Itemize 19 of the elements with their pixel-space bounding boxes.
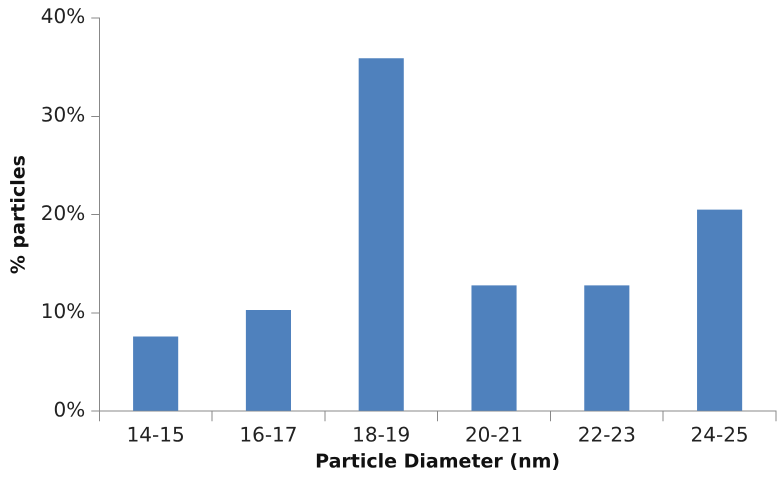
bar — [471, 285, 517, 411]
bar — [358, 58, 404, 411]
x-tick-label: 24-25 — [690, 422, 749, 446]
bar — [133, 336, 178, 411]
x-axis-title: Particle Diameter (nm) — [315, 450, 560, 473]
y-tick-label: 30% — [40, 102, 86, 127]
x-tick-label: 22-23 — [578, 422, 636, 446]
y-axis-title: % particles — [7, 155, 30, 274]
bar — [697, 210, 742, 411]
x-tick-label: 14-15 — [126, 422, 185, 446]
y-tick-label: 10% — [40, 299, 86, 324]
x-tick-label: 20-21 — [464, 422, 524, 446]
y-tick-label: 40% — [40, 4, 86, 28]
y-tick-label: 20% — [40, 200, 86, 225]
y-tick-label: 0% — [54, 397, 86, 422]
bar — [246, 310, 291, 411]
x-tick-label: 16-17 — [239, 422, 298, 446]
bar — [584, 285, 630, 411]
x-tick-label: 18-19 — [352, 422, 410, 446]
